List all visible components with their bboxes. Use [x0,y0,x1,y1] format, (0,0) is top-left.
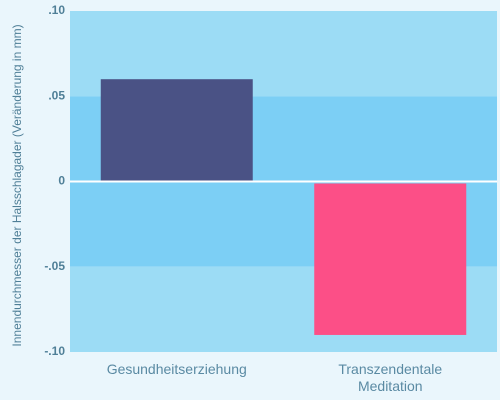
y-axis-title: Innendurchmesser der Halsschlagader (Ver… [10,24,24,346]
bar-2 [314,183,467,335]
x-category-label: Gesundheitserziehung [107,361,247,377]
bar-1 [100,79,253,182]
y-tick-label: 0 [58,174,65,188]
x-category-label-line: Gesundheitserziehung [107,361,247,377]
y-tick-label: -.10 [44,344,65,358]
y-axis-ticks: .10 .05 0 -.05 -.10 [44,3,65,358]
x-axis-categories: Gesundheitserziehung Transzendentale Medit… [107,361,443,394]
x-category-label-line: Meditation [358,378,423,394]
y-tick-label: .10 [48,3,65,17]
y-tick-label: -.05 [44,259,65,273]
x-category-label-line: Transzendentale [338,361,442,377]
y-tick-label: .05 [48,88,65,102]
x-category-label: Transzendentale Meditation [338,361,442,394]
bars [100,79,467,335]
